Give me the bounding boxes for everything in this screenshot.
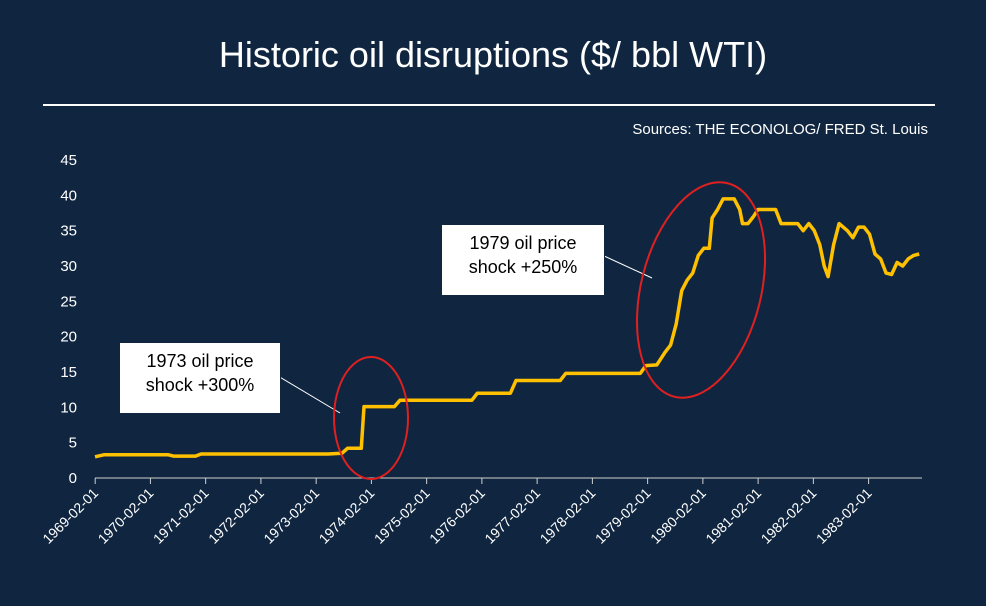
x-tick-label-1975-02-01: 1975-02-01 <box>371 485 433 547</box>
x-tick-label-1976-02-01: 1976-02-01 <box>426 485 488 547</box>
title-divider <box>43 104 935 106</box>
x-tick-label-1978-02-01: 1978-02-01 <box>537 485 599 547</box>
callout-1973-line2: shock +300% <box>145 375 255 395</box>
x-tick-label-1974-02-01: 1974-02-01 <box>316 485 378 547</box>
x-tick-label-1970-02-01: 1970-02-01 <box>95 485 157 547</box>
y-tick-label-10: 10 <box>60 399 77 416</box>
y-tick-label-45: 45 <box>60 152 77 169</box>
y-tick-label-35: 35 <box>60 223 77 240</box>
y-tick-label-40: 40 <box>60 187 77 204</box>
y-tick-label-30: 30 <box>60 258 77 275</box>
highlight-ellipse-1973 <box>333 356 409 480</box>
y-tick-label-0: 0 <box>69 470 77 487</box>
chart-title: Historic oil disruptions ($/ bbl WTI) <box>218 34 768 75</box>
callout-1979-line1: 1979 oil price <box>469 233 577 253</box>
x-tick-label-1972-02-01: 1972-02-01 <box>205 485 267 547</box>
source-note: Sources: THE ECONOLOG/ FRED St. Louis <box>632 121 928 138</box>
highlight-ellipse-1979 <box>635 181 767 399</box>
x-tick-label-1971-02-01: 1971-02-01 <box>150 485 212 547</box>
y-tick-label-20: 20 <box>60 329 77 346</box>
x-tick-label-1969-02-01: 1969-02-01 <box>39 485 101 547</box>
leader-line-1973 <box>277 375 341 414</box>
x-tick-label-1980-02-01: 1980-02-01 <box>647 485 709 547</box>
x-tick-label-1981-02-01: 1981-02-01 <box>702 485 764 547</box>
x-tick-label-1979-02-01: 1979-02-01 <box>592 485 654 547</box>
y-tick-label-15: 15 <box>60 364 77 381</box>
callout-1979-line2: shock +250% <box>468 257 578 277</box>
callout-1973-line1: 1973 oil price <box>146 351 254 371</box>
callout-1979-shock: 1979 oil price shock +250% <box>441 224 605 296</box>
x-tick-label-1983-02-01: 1983-02-01 <box>813 485 875 547</box>
callout-1973-shock: 1973 oil price shock +300% <box>119 342 281 414</box>
series-line-wti <box>94 197 920 459</box>
x-tick-label-1973-02-01: 1973-02-01 <box>260 485 322 547</box>
x-tick-label-1982-02-01: 1982-02-01 <box>758 485 820 547</box>
y-tick-label-25: 25 <box>60 293 77 310</box>
x-tick-label-1977-02-01: 1977-02-01 <box>481 485 543 547</box>
y-tick-label-5: 5 <box>69 435 77 452</box>
